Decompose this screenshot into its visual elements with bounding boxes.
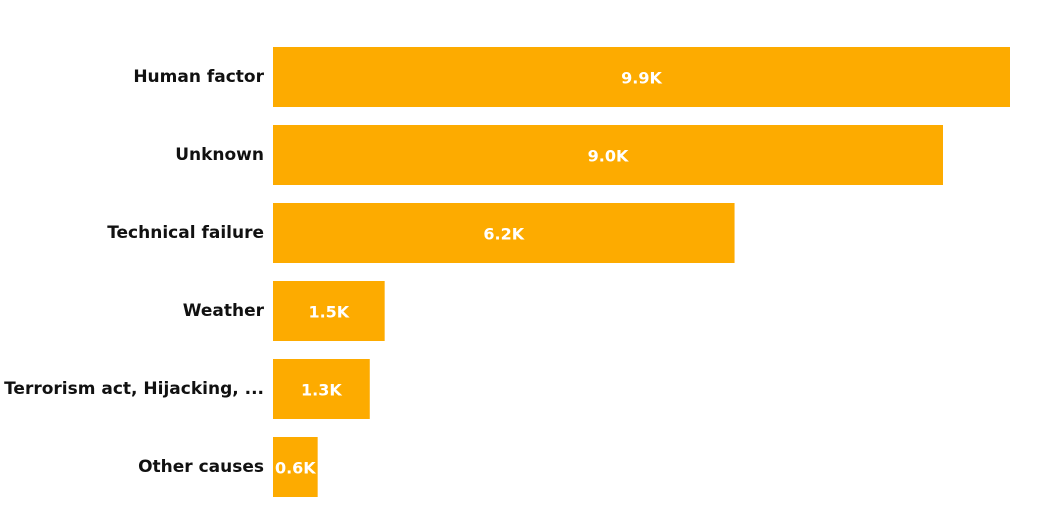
bar-2[interactable] [273,125,943,185]
data-label: 1.3K [301,381,342,400]
bar-6[interactable] [273,437,318,497]
data-label: 1.5K [308,303,349,322]
category-label: Terrorism act, Hijacking, ... [4,379,264,399]
category-label: Technical failure [107,223,264,243]
category-label: Other causes [138,457,264,477]
data-label: 9.0K [588,147,629,166]
category-label: Unknown [175,145,264,165]
category-label: Weather [183,301,265,321]
data-label: 6.2K [483,225,524,244]
data-label: 9.9K [621,69,662,88]
bar-5[interactable] [273,359,370,419]
data-labels: 9.9K 9.0K 6.2K 1.5K 1.3K 0.6K [275,69,663,478]
data-label: 0.6K [275,459,316,478]
bar-1[interactable] [273,47,1010,107]
bar-4[interactable] [273,281,385,341]
category-label: Human factor [133,67,264,87]
bar-3[interactable] [273,203,735,263]
category-labels: Human factor Unknown Technical failure Weat… [4,67,265,477]
bars-layer [273,47,1010,497]
